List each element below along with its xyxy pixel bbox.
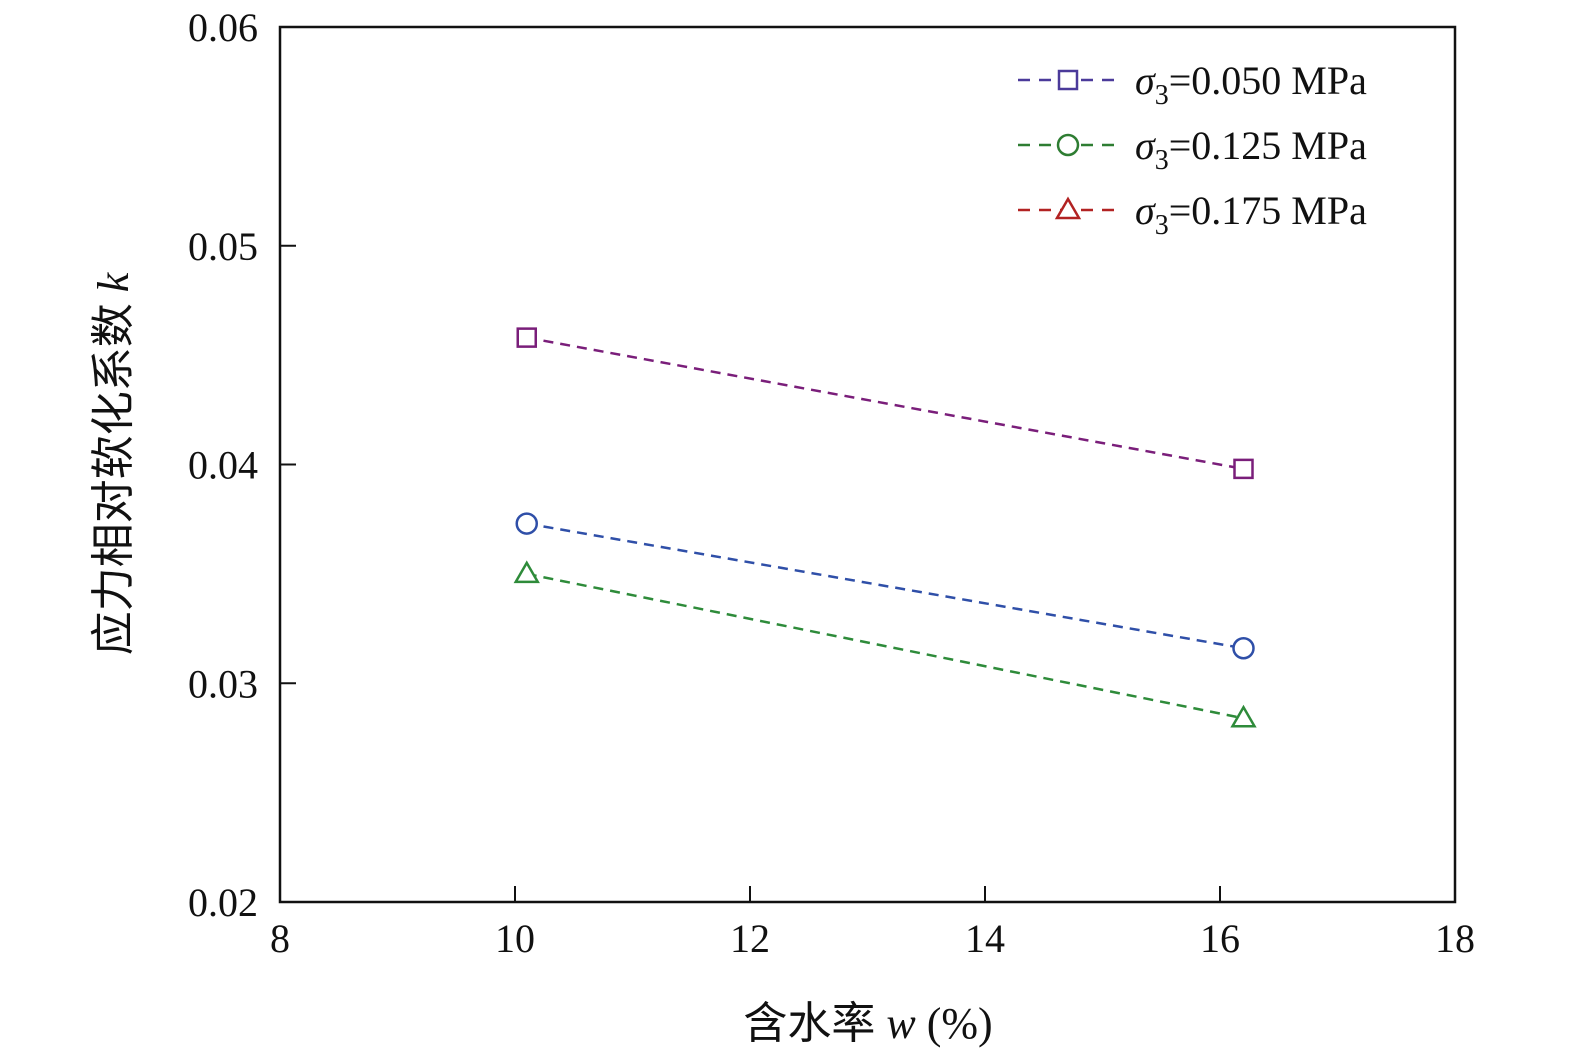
legend-item: σ3=0.125 MPa <box>1018 123 1367 176</box>
legend-symbol: σ <box>1135 188 1156 233</box>
y-tick-label: 0.03 <box>188 661 258 706</box>
y-axis-label-main: 应力相对软化系数 <box>89 303 138 655</box>
legend-marker-triangle <box>1054 196 1082 220</box>
y-tick-label: 0.05 <box>188 224 258 269</box>
y-tick-label: 0.02 <box>188 880 258 925</box>
legend-item: σ3=0.175 MPa <box>1018 188 1367 241</box>
y-axis-label-var: k <box>89 271 138 292</box>
legend-subscript: 3 <box>1155 145 1169 176</box>
x-axis-label-var: w <box>886 999 916 1048</box>
y-tick-label: 0.04 <box>188 443 258 488</box>
legend-value: =0.125 MPa <box>1169 123 1367 168</box>
legend-subscript: 3 <box>1155 210 1169 241</box>
axes: 8 10 12 14 16 18 0.02 0.03 0.04 0.05 0.06 <box>188 5 1475 961</box>
x-tick-label: 16 <box>1200 916 1240 961</box>
data-point-circle <box>515 512 538 535</box>
x-axis-label-main: 含水率 <box>743 999 875 1048</box>
x-tick-label: 8 <box>270 916 290 961</box>
legend-symbol: σ <box>1135 123 1156 168</box>
y-axis-label: 应力相对软化系数 k <box>89 271 138 655</box>
x-axis-label-unit: (%) <box>927 999 993 1048</box>
legend-label: σ3=0.175 MPa <box>1135 188 1367 241</box>
data-point-square <box>516 327 537 348</box>
x-tick-label: 10 <box>495 916 535 961</box>
y-tick-label: 0.06 <box>188 5 258 50</box>
legend-marker-square <box>1057 69 1079 91</box>
series-line <box>526 522 1244 650</box>
series-line <box>526 572 1244 720</box>
legend-value: =0.175 MPa <box>1169 188 1367 233</box>
series-line <box>526 336 1244 471</box>
x-axis-label: 含水率 w (%) <box>743 999 992 1048</box>
data-point-triangle <box>513 560 540 584</box>
data-point-circle <box>1232 637 1255 660</box>
x-tick-label: 18 <box>1435 916 1475 961</box>
legend-subscript: 3 <box>1155 80 1169 111</box>
legend-label: σ3=0.125 MPa <box>1135 123 1367 176</box>
data-point-square <box>1233 458 1254 480</box>
legend-value: =0.050 MPa <box>1169 58 1367 103</box>
legend-item: σ3=0.050 MPa <box>1018 58 1367 111</box>
legend-marker-circle <box>1056 133 1080 157</box>
x-tick-label: 12 <box>730 916 770 961</box>
legend-symbol: σ <box>1135 58 1156 103</box>
legend-label: σ3=0.050 MPa <box>1135 58 1367 111</box>
data-point-triangle <box>1230 704 1257 728</box>
x-tick-label: 14 <box>965 916 1005 961</box>
series-square <box>516 327 1254 480</box>
series-layer <box>513 327 1257 728</box>
series-triangle <box>513 560 1257 728</box>
series-circle <box>515 512 1255 660</box>
